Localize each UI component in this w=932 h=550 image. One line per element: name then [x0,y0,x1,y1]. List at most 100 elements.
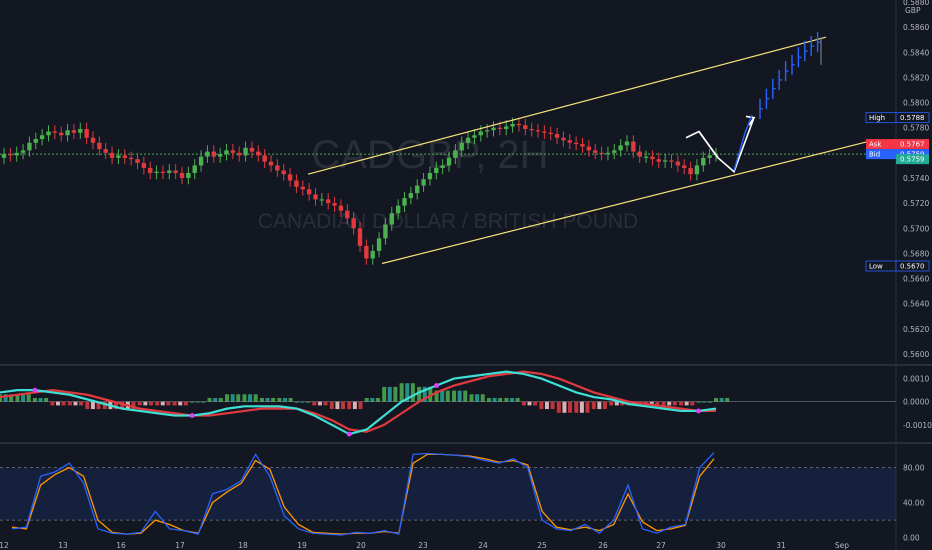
candle-body [656,159,661,162]
price-tag-label: Ask [869,141,882,149]
currency-label: GBP [905,6,921,15]
candle-body [281,170,286,175]
time-tick-label: 18 [238,541,248,550]
candle-body [408,193,414,199]
candle-body [306,189,312,195]
macd-histogram-bar [591,401,596,410]
macd-histogram-bar [85,401,90,410]
candle-body [542,131,547,133]
macd-histogram-bar [113,401,118,410]
time-tick-label: 26 [598,541,608,550]
candle-body [497,127,503,129]
time-tick-label: Sep [835,541,849,550]
macd-histogram-bar [96,401,101,410]
macd-histogram-bar [614,401,619,406]
candle-body [669,160,674,162]
candle-body [637,151,642,157]
macd-histogram-bar [469,394,474,402]
macd-histogram-bar [102,401,107,410]
macd-histogram-bar [609,401,614,406]
time-tick-label: 16 [116,541,126,550]
candle-body [71,130,77,133]
candle-body [65,130,70,136]
candle-body [116,155,121,158]
price-tick-label: 0.5640 [903,300,929,309]
candle-body [580,144,585,147]
candle-body [122,155,127,158]
candle-body [675,161,681,166]
price-tag-label: Low [869,263,883,271]
projection-blue-path [733,114,753,171]
macd-histogram-bar [61,401,66,406]
candle-body [370,250,375,259]
candle-body [186,172,191,178]
candle-body [59,132,64,136]
candle-body [268,161,274,166]
candle-body [109,152,115,158]
macd-histogram-bar [166,401,171,406]
macd-tick-label: -0.0010 [903,421,932,430]
price-tick-label: 0.5880 [903,0,929,7]
macd-histogram-bar [445,390,450,402]
candle-body [167,170,172,173]
candle-body [389,213,394,225]
candle-body [421,179,426,186]
macd-histogram-bar [486,397,491,402]
macd-histogram-bar [79,401,84,406]
macd-histogram-bar [672,401,677,406]
macd-histogram-bar [690,401,695,406]
macd-histogram-bar [399,383,404,402]
macd-histogram-bar [21,394,26,402]
macd-histogram-bar [556,401,561,413]
time-tick-label: 13 [58,541,68,550]
candle-body [230,150,236,153]
candle-body [46,131,51,136]
candle-body [300,186,305,190]
candle-body [510,123,515,127]
macd-histogram-bar [317,401,322,406]
candle-body [701,157,706,166]
macd-pane[interactable] [0,370,896,437]
macd-histogram-bar [323,401,328,406]
candle-body [224,150,229,155]
macd-histogram-bar [375,397,380,402]
macd-histogram-bar [26,394,31,402]
macd-histogram-bar [265,397,270,402]
projection-path [685,130,719,159]
candle-body [141,162,147,168]
candle-body [192,165,197,173]
macd-histogram-bar [510,397,515,402]
time-axis[interactable]: 12 13 16 17 18 19 20 23 24 25 26 27 30 31 Sep [0,541,849,550]
macd-histogram-bar [539,401,544,410]
main-pane[interactable] [0,32,896,265]
time-tick-label: 12 [0,541,9,550]
candle-body [90,137,96,143]
macd-histogram-bar [236,394,241,402]
time-tick-label: 27 [656,541,666,550]
candle-body [707,155,712,158]
macd-histogram-bar [9,394,14,402]
macd-histogram-bar [649,401,654,406]
macd-histogram-bar [393,386,398,402]
macd-histogram-bar [521,401,526,406]
price-tag: High 0.5788 [865,112,930,124]
stoch-rsi-pane[interactable] [0,452,896,536]
price-tag-value-box [895,112,930,124]
macd-histogram-bar [312,401,317,406]
candle-body [294,180,299,187]
candle-body [650,156,655,160]
macd-histogram-bar [714,397,718,402]
macd-histogram-bar [137,401,142,406]
price-axis[interactable]: 0.5880 0.5860 0.5840 0.5820 0.5800 0.5780 0.57… [865,0,932,543]
candle-body [256,151,261,156]
candle-body [262,155,267,162]
macd-histogram-bar [183,401,188,406]
price-tag-value: 0.5788 [900,114,925,122]
macd-histogram-bar [277,397,282,402]
price-tag-label-box [866,139,896,150]
price-tag-value-box [896,139,929,150]
macd-histogram-bar [55,401,60,406]
candle-body [237,152,242,156]
